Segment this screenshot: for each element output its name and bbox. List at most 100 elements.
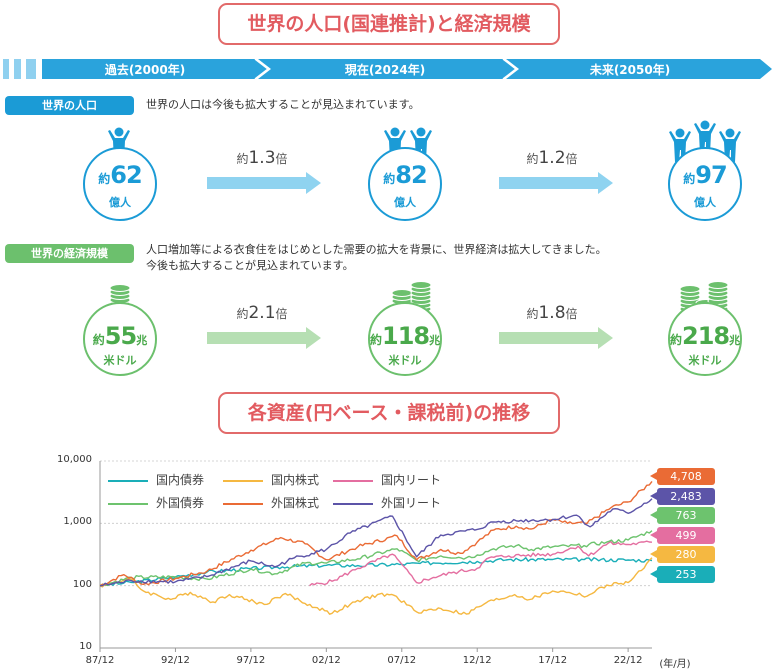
population-value: 97 bbox=[695, 161, 727, 189]
multiplier-value: 1.2 bbox=[538, 148, 566, 168]
end-value-label: 280 bbox=[650, 546, 715, 563]
end-value-label: 763 bbox=[650, 507, 715, 524]
population-value: 62 bbox=[110, 161, 142, 189]
economy-circle-2050: 約218兆 米ドル bbox=[668, 302, 742, 376]
economy-description-1: 人口増加等による衣食住をはじめとした需要の拡大を背景に、世界経済は拡大してきまし… bbox=[146, 243, 607, 256]
legend-label: 国内債券 bbox=[156, 473, 205, 487]
timeline-present: 現在(2024年) bbox=[344, 63, 426, 77]
y-tick-label: 10,000 bbox=[57, 454, 92, 465]
economy-value: 218 bbox=[682, 322, 730, 350]
population-multiplier-1: 約1.3倍 bbox=[207, 148, 317, 168]
population-value: 82 bbox=[395, 161, 427, 189]
economy-suffix: 兆 bbox=[136, 334, 148, 347]
asset-chart-svg bbox=[99, 460, 653, 652]
x-tick-label: 97/12 bbox=[236, 655, 266, 666]
economy-circle-2000: 約55兆 米ドル bbox=[83, 302, 157, 376]
population-unit: 億人 bbox=[394, 196, 416, 209]
arrow-right-icon bbox=[207, 172, 321, 194]
economy-unit: 米ドル bbox=[103, 354, 137, 367]
arrow-right-icon bbox=[207, 327, 321, 349]
economy-prefix: 約 bbox=[670, 333, 683, 347]
multiplier-suffix: 倍 bbox=[275, 307, 288, 321]
y-tick-label: 1,000 bbox=[63, 516, 92, 528]
multiplier-prefix: 約 bbox=[236, 307, 249, 321]
series-line-4 bbox=[99, 530, 653, 587]
population-badge: 世界の人口 bbox=[5, 96, 134, 115]
legend-item: 外国株式 bbox=[223, 494, 319, 511]
series-line-5 bbox=[99, 480, 653, 587]
series-line-2 bbox=[99, 557, 653, 615]
economy-value: 118 bbox=[382, 322, 430, 350]
population-circle-2000: 約62 億人 bbox=[83, 147, 157, 221]
y-tick-label: 10 bbox=[79, 641, 92, 652]
economy-prefix: 約 bbox=[92, 333, 105, 347]
arrow-right-icon bbox=[499, 172, 613, 194]
legend-swatch bbox=[333, 479, 373, 482]
series-line-3 bbox=[309, 540, 653, 587]
end-value-label: 2,483 bbox=[650, 487, 715, 505]
population-description: 世界の人口は今後も拡大することが見込まれています。 bbox=[146, 98, 420, 111]
series-line-6 bbox=[99, 498, 653, 587]
legend-item: 外国債券 bbox=[108, 494, 204, 511]
legend-label: 国内リート bbox=[381, 473, 442, 487]
end-value-label: 4,708 bbox=[650, 468, 715, 485]
end-value-label: 499 bbox=[650, 526, 715, 544]
legend-item: 外国リート bbox=[333, 494, 441, 511]
x-tick-label: 07/12 bbox=[387, 655, 417, 666]
chart-title: 各資産(円ベース・課税前)の推移 bbox=[218, 392, 560, 434]
economy-description-2: 今後も拡大することが見込まれています。 bbox=[146, 259, 354, 272]
arrow-right-icon bbox=[499, 327, 613, 349]
legend-swatch bbox=[223, 502, 263, 505]
legend-swatch bbox=[108, 479, 148, 482]
legend-item: 国内リート bbox=[333, 471, 441, 488]
population-prefix: 約 bbox=[683, 172, 696, 186]
economy-unit: 米ドル bbox=[688, 354, 722, 367]
x-tick-label: 12/12 bbox=[462, 655, 492, 666]
y-tick-label: 100 bbox=[72, 578, 92, 590]
timeline-past: 過去(2000年) bbox=[104, 63, 186, 77]
economy-prefix: 約 bbox=[370, 333, 383, 347]
economy-badge: 世界の経済規模 bbox=[5, 244, 134, 263]
x-axis-unit: (年/月) bbox=[659, 659, 691, 670]
population-prefix: 約 bbox=[98, 172, 111, 186]
timeline-future: 未来(2050年) bbox=[589, 63, 671, 77]
legend-item: 国内株式 bbox=[223, 471, 319, 488]
series-line-1 bbox=[99, 557, 653, 588]
people-icon-3 bbox=[669, 120, 741, 162]
legend-swatch bbox=[108, 502, 148, 505]
population-prefix: 約 bbox=[383, 172, 396, 186]
economy-circle-2024: 約118兆 米ドル bbox=[368, 302, 442, 376]
multiplier-prefix: 約 bbox=[236, 152, 249, 166]
main-title: 世界の人口(国連推計)と経済規模 bbox=[218, 3, 560, 45]
population-unit: 億人 bbox=[694, 196, 716, 209]
legend-label: 外国債券 bbox=[156, 496, 205, 510]
legend-label: 国内株式 bbox=[271, 473, 320, 487]
timeline-band bbox=[3, 58, 772, 80]
x-tick-label: 22/12 bbox=[613, 655, 643, 666]
economy-multiplier-1: 約2.1倍 bbox=[207, 303, 317, 323]
legend-label: 外国株式 bbox=[271, 496, 320, 510]
economy-multiplier-2: 約1.8倍 bbox=[497, 303, 607, 323]
legend-item: 国内債券 bbox=[108, 471, 204, 488]
economy-value: 55 bbox=[104, 322, 137, 350]
x-tick-label: 92/12 bbox=[161, 655, 190, 666]
multiplier-value: 1.3 bbox=[248, 148, 276, 168]
legend-label: 外国リート bbox=[381, 496, 442, 510]
multiplier-suffix: 倍 bbox=[565, 152, 578, 166]
multiplier-suffix: 倍 bbox=[565, 307, 578, 321]
person-icon-1 bbox=[108, 127, 130, 161]
people-icon-2 bbox=[384, 127, 432, 161]
x-tick-label: 17/12 bbox=[538, 655, 568, 666]
multiplier-prefix: 約 bbox=[526, 307, 539, 321]
multiplier-suffix: 倍 bbox=[275, 152, 288, 166]
multiplier-prefix: 約 bbox=[526, 152, 539, 166]
multiplier-value: 2.1 bbox=[248, 303, 276, 323]
end-value-label: 253 bbox=[650, 565, 715, 583]
economy-suffix: 兆 bbox=[729, 334, 741, 347]
multiplier-value: 1.8 bbox=[538, 303, 566, 323]
x-tick-label: 87/12 bbox=[85, 655, 115, 666]
legend-swatch bbox=[333, 502, 373, 505]
population-unit: 億人 bbox=[109, 196, 131, 209]
population-multiplier-2: 約1.2倍 bbox=[497, 148, 607, 168]
population-circle-2024: 約82 億人 bbox=[368, 147, 442, 221]
